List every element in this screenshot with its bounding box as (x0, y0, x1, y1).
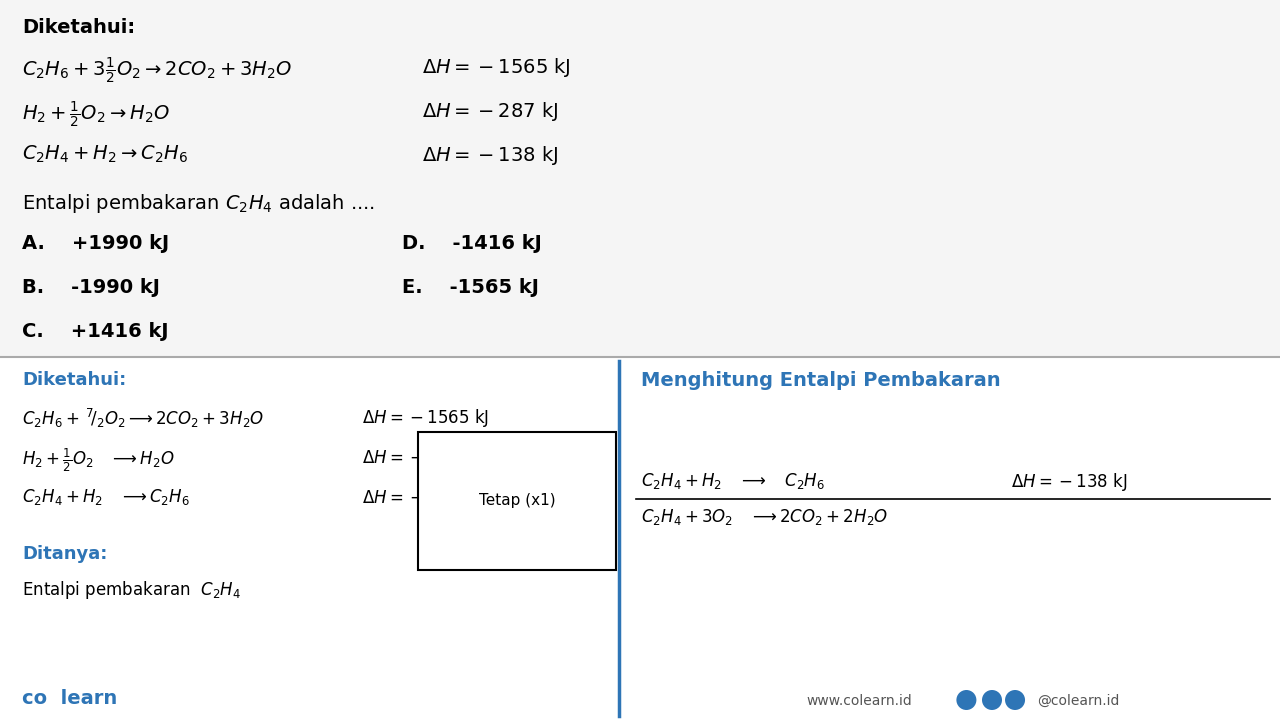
Text: www.colearn.id: www.colearn.id (806, 694, 913, 708)
Text: D.    -1416 kJ: D. -1416 kJ (402, 234, 541, 253)
Text: $C_2H_4 + H_2 \quad\longrightarrow C_2H_6$: $C_2H_4 + H_2 \quad\longrightarrow C_2H_… (22, 487, 189, 507)
Circle shape (982, 690, 1002, 710)
Text: @colearn.id: @colearn.id (1037, 694, 1119, 708)
Text: $\Delta H = -1565$ kJ: $\Delta H = -1565$ kJ (422, 56, 571, 79)
Text: Entalpi pembakaran  $C_2H_4$: Entalpi pembakaran $C_2H_4$ (22, 579, 241, 601)
Text: $C_2H_4 + H_2 \rightarrow C_2H_6$: $C_2H_4 + H_2 \rightarrow C_2H_6$ (22, 144, 188, 166)
Text: $\Delta H = -138$ kJ: $\Delta H = -138$ kJ (422, 144, 558, 167)
Text: $H_2 + \frac{1}{2}O_2 \rightarrow H_2O$: $H_2 + \frac{1}{2}O_2 \rightarrow H_2O$ (22, 100, 170, 130)
Circle shape (956, 690, 977, 710)
Text: $\Delta H = -138$ kJ: $\Delta H = -138$ kJ (1011, 471, 1128, 493)
Text: Menghitung Entalpi Pembakaran: Menghitung Entalpi Pembakaran (641, 371, 1001, 390)
Bar (0, 357, 1280, 720)
Text: $\Delta H = -1565$ kJ: $\Delta H = -1565$ kJ (362, 407, 489, 429)
Text: E.    -1565 kJ: E. -1565 kJ (402, 278, 539, 297)
Text: B.    -1990 kJ: B. -1990 kJ (22, 278, 160, 297)
Text: Diketahui:: Diketahui: (22, 371, 127, 389)
Text: $H_2 + \frac{1}{2}O_2 \quad\longrightarrow H_2O$: $H_2 + \frac{1}{2}O_2 \quad\longrightarr… (22, 447, 174, 474)
Text: Ditanya:: Ditanya: (22, 545, 108, 563)
Text: Tetap (x1): Tetap (x1) (479, 493, 556, 508)
Text: $C_2H_6 + \,^7\!/_2 O_2 \longrightarrow 2CO_2 + 3H_2O$: $C_2H_6 + \,^7\!/_2 O_2 \longrightarrow … (22, 407, 265, 430)
Text: C.    +1416 kJ: C. +1416 kJ (22, 322, 169, 341)
Bar (0, 0, 1280, 357)
Text: Diketahui:: Diketahui: (22, 18, 136, 37)
Text: $\Delta H = -287$ kJ: $\Delta H = -287$ kJ (422, 100, 558, 123)
Text: $C_2H_4 + H_2 \quad\longrightarrow\quad C_2H_6$: $C_2H_4 + H_2 \quad\longrightarrow\quad … (641, 471, 826, 491)
Text: Entalpi pembakaran $C_2H_4$ adalah ....: Entalpi pembakaran $C_2H_4$ adalah .... (22, 192, 375, 215)
Text: $\Delta H = -138$ kJ: $\Delta H = -138$ kJ (362, 487, 479, 509)
Circle shape (1005, 690, 1025, 710)
Text: co  learn: co learn (22, 689, 118, 708)
Text: A.    +1990 kJ: A. +1990 kJ (22, 234, 169, 253)
Text: $\Delta H = -287$ kJ: $\Delta H = -287$ kJ (362, 447, 479, 469)
Text: $C_2H_6 + 3\frac{1}{2}O_2 \rightarrow 2CO_2 + 3H_2O$: $C_2H_6 + 3\frac{1}{2}O_2 \rightarrow 2C… (22, 56, 292, 86)
Text: $C_2H_4 + 3O_2 \quad\longrightarrow 2CO_2 + 2H_2O$: $C_2H_4 + 3O_2 \quad\longrightarrow 2CO_… (641, 507, 888, 527)
